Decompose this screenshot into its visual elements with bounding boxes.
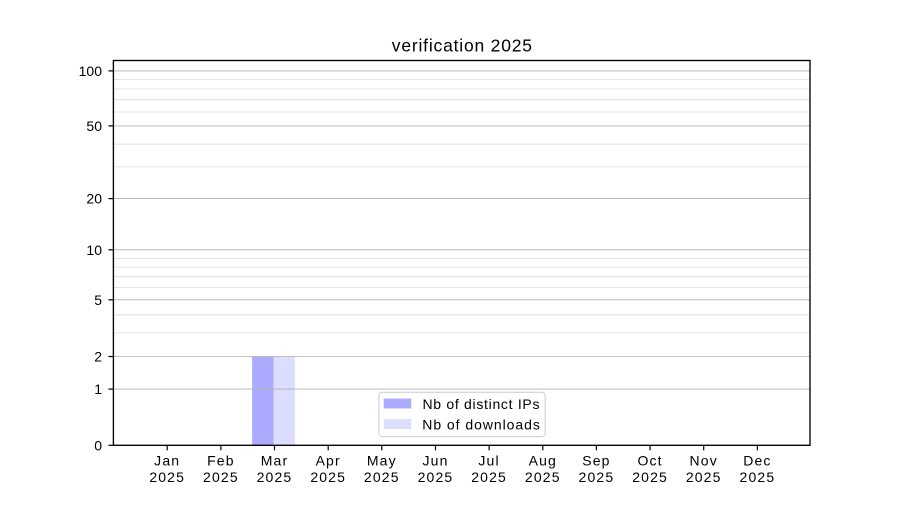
svg-text:2025: 2025 bbox=[310, 469, 346, 485]
svg-text:2025: 2025 bbox=[686, 469, 722, 485]
svg-text:Jul: Jul bbox=[478, 453, 499, 469]
svg-text:100: 100 bbox=[79, 63, 103, 79]
svg-text:Apr: Apr bbox=[316, 453, 341, 469]
svg-text:2: 2 bbox=[94, 349, 102, 365]
svg-text:Feb: Feb bbox=[207, 453, 235, 469]
svg-text:2025: 2025 bbox=[740, 469, 776, 485]
svg-text:2025: 2025 bbox=[632, 469, 668, 485]
svg-text:2025: 2025 bbox=[364, 469, 400, 485]
svg-text:2025: 2025 bbox=[471, 469, 507, 485]
svg-text:verification 2025: verification 2025 bbox=[392, 35, 533, 55]
svg-text:20: 20 bbox=[86, 191, 102, 207]
svg-text:50: 50 bbox=[86, 118, 102, 134]
svg-text:2025: 2025 bbox=[257, 469, 293, 485]
svg-text:Dec: Dec bbox=[743, 453, 771, 469]
svg-text:Jan: Jan bbox=[154, 453, 180, 469]
svg-text:10: 10 bbox=[86, 242, 102, 258]
svg-text:1: 1 bbox=[94, 381, 102, 397]
svg-text:Mar: Mar bbox=[261, 453, 289, 469]
svg-text:2025: 2025 bbox=[525, 469, 561, 485]
svg-text:Nb of distinct IPs: Nb of distinct IPs bbox=[423, 396, 541, 412]
svg-text:May: May bbox=[367, 453, 397, 469]
svg-text:2025: 2025 bbox=[149, 469, 185, 485]
svg-text:2025: 2025 bbox=[203, 469, 239, 485]
svg-text:2025: 2025 bbox=[418, 469, 454, 485]
svg-text:Aug: Aug bbox=[529, 453, 557, 469]
svg-text:5: 5 bbox=[94, 292, 102, 308]
svg-text:Jun: Jun bbox=[422, 453, 448, 469]
svg-text:Nb of downloads: Nb of downloads bbox=[422, 417, 541, 433]
svg-text:Nov: Nov bbox=[690, 453, 718, 469]
svg-text:2025: 2025 bbox=[579, 469, 615, 485]
svg-text:Sep: Sep bbox=[582, 453, 610, 469]
svg-text:0: 0 bbox=[94, 437, 102, 453]
svg-text:Oct: Oct bbox=[637, 453, 662, 469]
